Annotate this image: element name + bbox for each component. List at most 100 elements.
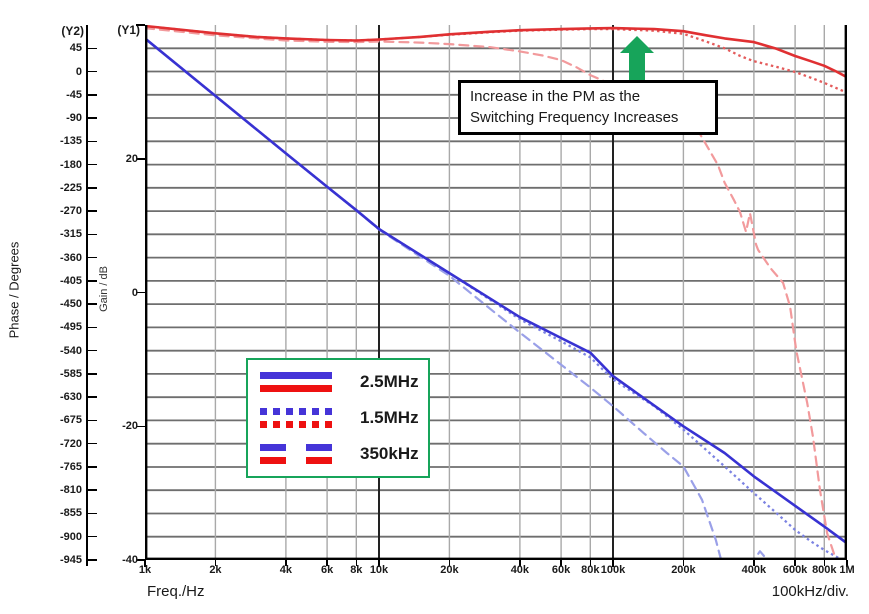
freq-tick [355,560,358,566]
phase-tick-label: -90 [66,112,82,125]
freq-tick-label: 100k [600,564,626,576]
curve-phase-2-5mhz [145,25,847,79]
freq-tick-label: 800k [812,564,837,576]
phase-tick [88,163,97,166]
phase-tick [88,396,97,398]
phase-tick [88,559,97,561]
phase-tick [88,349,97,352]
phase-tick [88,280,97,282]
freq-tick-label: 1k [138,564,152,576]
freq-tick [560,560,562,566]
phase-tick-label: -810 [59,484,82,497]
freq-tick-label: 8k [350,564,363,576]
freq-tick-label: 20k [440,564,459,576]
freq-tick [794,560,796,566]
phase-tick-label: -720 [59,437,82,450]
phase-tick [88,442,97,445]
freq-tick [448,560,451,566]
phase-tick [88,47,97,49]
freq-tick [753,560,755,566]
gain-tick [136,559,145,561]
y1-axis-header: (Y1) [117,23,140,37]
freq-tick-label: 4k [279,564,292,576]
legend-row-2.5MHz: 2.5MHz [260,372,428,392]
arrow-head-icon [620,36,654,53]
phase-tick-label: -270 [59,205,82,218]
arrow-stem [629,52,645,81]
legend-label: 2.5MHz [360,372,419,391]
phase-tick-label: -675 [59,414,82,427]
freq-tick-label: 200k [671,564,696,576]
freq-tick-label: 10k [369,564,389,576]
phase-tick-label: 0 [75,65,82,78]
curve-gain-2-5mhz [145,37,847,545]
gain-tick [136,158,145,160]
freq-tick [589,560,592,566]
x-axis-title: Freq./Hz [147,583,205,600]
phase-axis-title: Phase / Degrees [6,241,22,339]
phase-tick-label: -630 [59,391,82,404]
pm-annotation-box: Increase in the PM as the Switching Freq… [458,80,718,136]
legend-row-1.5MHz: 1.5MHz [260,408,428,428]
phase-tick-label: -360 [59,251,82,264]
phase-tick [88,373,97,375]
phase-tick [88,256,97,259]
phase-tick [88,303,97,305]
freq-tick-label: 400k [741,564,767,576]
phase-tick-label: -180 [59,158,82,171]
phase-tick-label: 45 [69,42,82,55]
legend: 2.5MHz 1.5MHz 350kHz [246,358,430,478]
freq-tick-label: 600k [782,564,808,576]
phase-tick [88,489,97,491]
freq-tick-label: 1M [839,564,855,576]
phase-tick-label: -945 [59,554,82,566]
gain-tick [136,425,145,427]
legend-label: 1.5MHz [360,408,419,427]
gain-tick-label: 20 [125,152,138,165]
phase-tick [88,187,97,189]
freq-tick [144,560,146,567]
phase-tick [88,535,97,538]
phase-tick [88,210,97,212]
phase-tick [88,419,97,422]
phase-tick [88,466,97,468]
dotted-red-line-swatch [260,421,338,428]
pm-annotation-line2: Switching Frequency Increases [470,108,679,126]
phase-tick [88,512,97,515]
phase-tick [88,117,97,119]
freq-tick [326,560,328,566]
phase-tick [88,233,97,236]
pm-annotation-line1: Increase in the PM as the [470,88,641,105]
freq-tick-label: 6k [320,564,334,576]
phase-tick [88,140,97,143]
legend-row-350kHz: 350kHz [260,444,428,464]
solid-blue-line-swatch [260,372,332,379]
phase-tick-label: -225 [59,181,82,194]
phase-tick [88,94,97,96]
gain-tick-label: -40 [122,554,138,566]
freq-tick [519,560,521,566]
freq-tick-label: 80k [581,564,600,576]
legend-swatch-dotted [260,408,346,428]
dashed-red-line-swatch [260,457,332,464]
freq-tick [682,560,685,566]
x-axis-div-note: 100kHz/div. [771,583,849,600]
gain-tick-label: 0 [131,286,138,299]
gain-tick-label: -20 [122,420,138,433]
gain-tick [136,24,145,26]
y2-axis-header: (Y2) [61,24,84,38]
freq-tick [285,560,287,566]
freq-tick-label: 40k [510,564,530,576]
phase-tick-label: -540 [59,344,82,357]
phase-tick-label: -495 [59,321,82,334]
gain-tick [136,291,145,294]
solid-red-line-swatch [260,385,332,392]
freq-tick [612,560,614,567]
phase-tick-label: -765 [59,460,82,473]
plot-area [145,25,847,560]
phase-tick-label: -900 [59,530,82,543]
phase-tick-label: -405 [59,274,82,287]
freq-tick-label: 60k [551,564,571,576]
phase-tick-label: -585 [59,367,82,380]
